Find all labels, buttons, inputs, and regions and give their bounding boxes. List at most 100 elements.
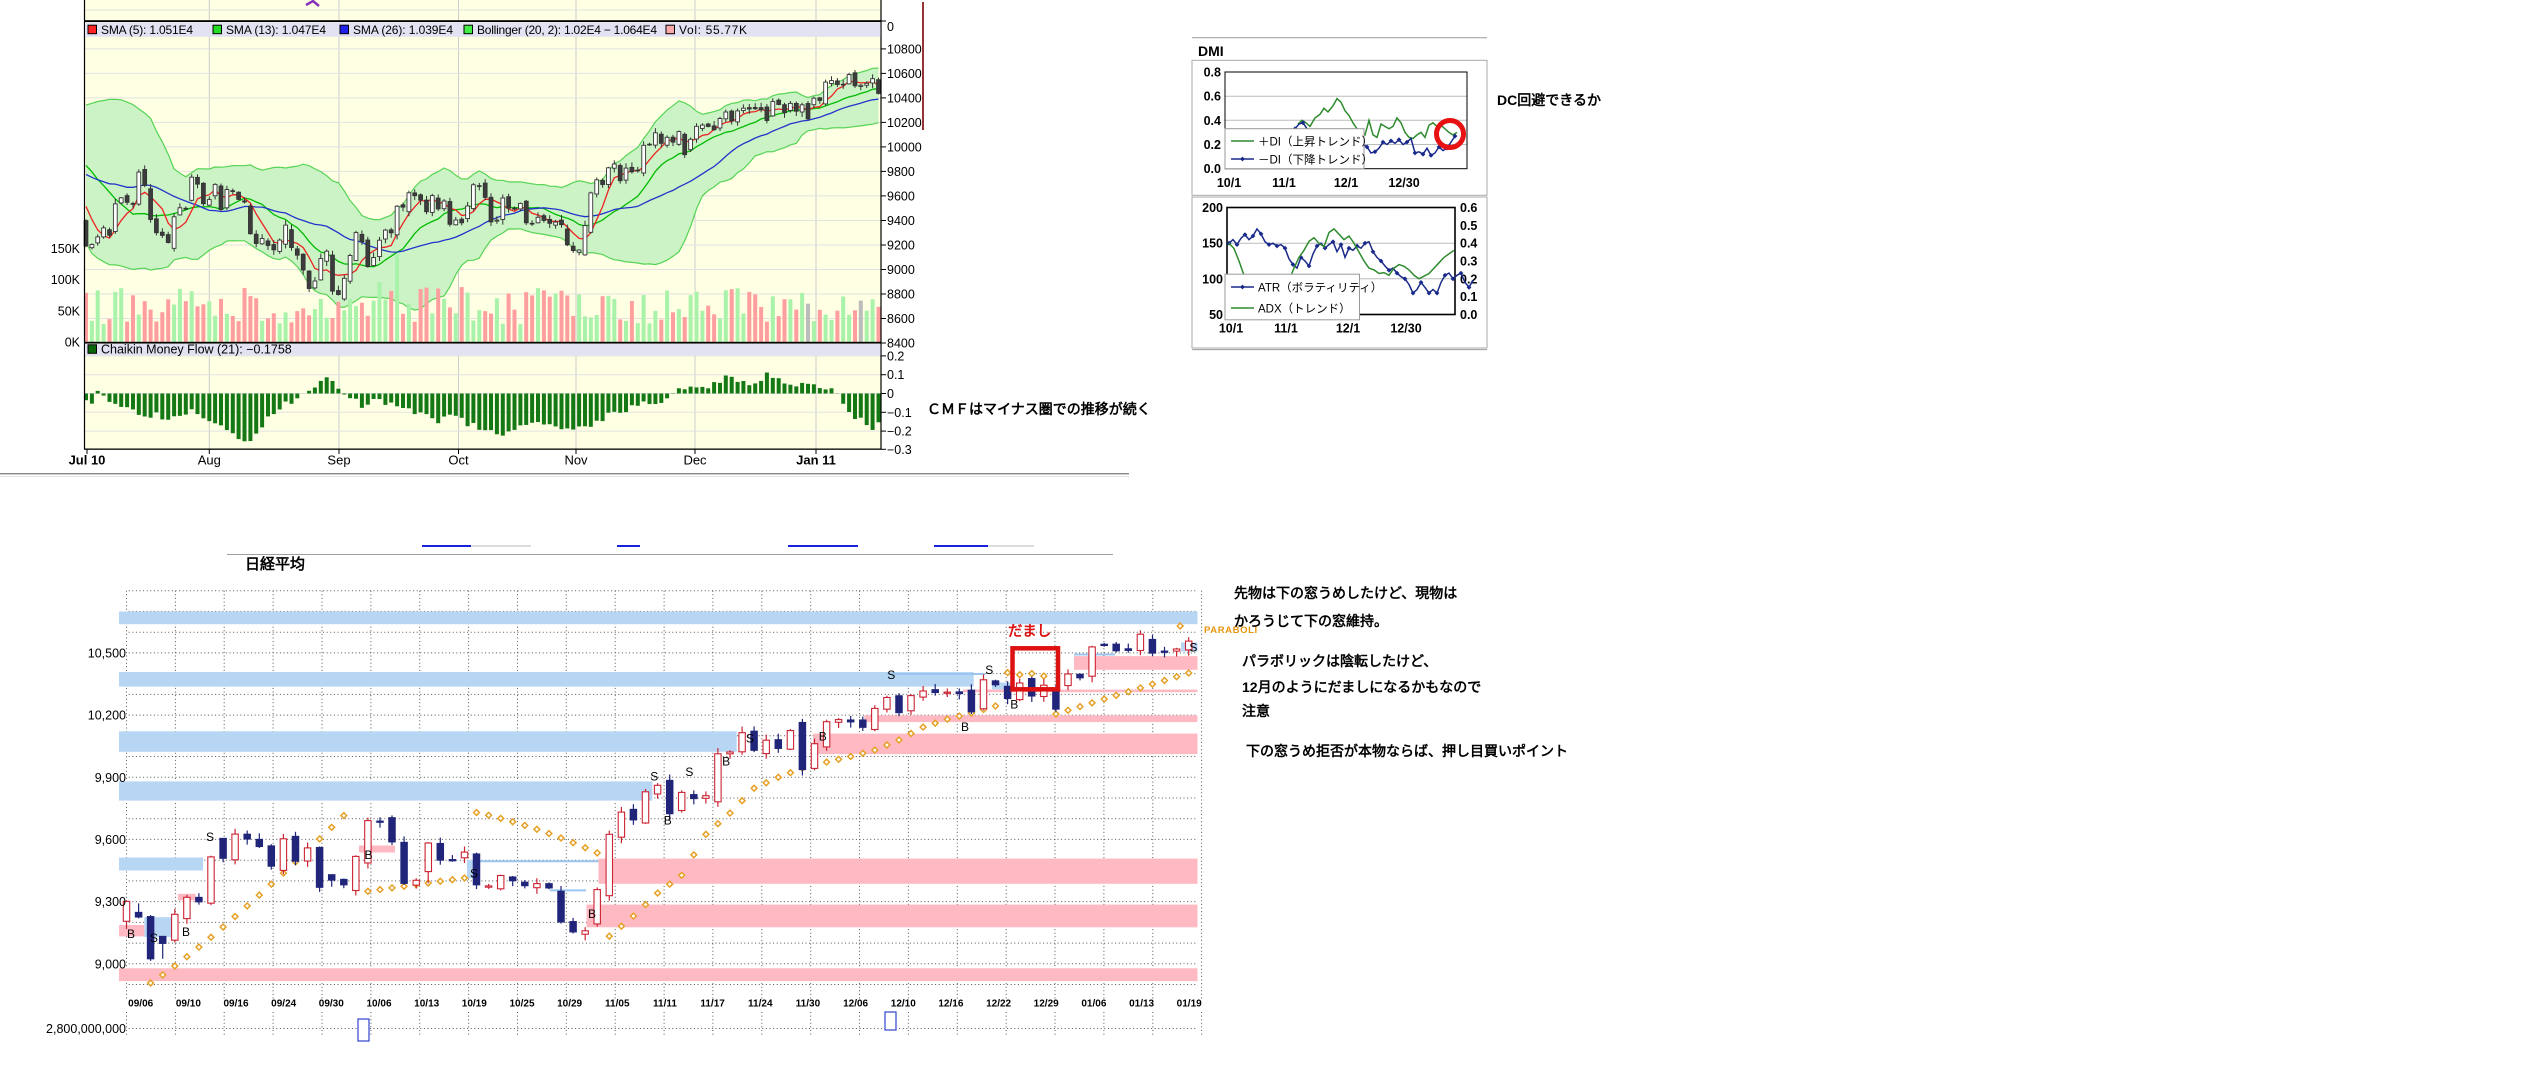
svg-text:11/30: 11/30 xyxy=(796,999,821,1010)
svg-text:12/22: 12/22 xyxy=(986,999,1011,1010)
svg-text:10800: 10800 xyxy=(887,42,922,56)
svg-text:11/1: 11/1 xyxy=(1274,322,1298,336)
svg-text:10/1: 10/1 xyxy=(1217,176,1241,190)
svg-text:Nov: Nov xyxy=(564,453,588,468)
svg-text:B: B xyxy=(722,754,730,768)
svg-text:ADX（トレンド）: ADX（トレンド） xyxy=(1258,303,1351,316)
svg-text:S: S xyxy=(985,663,993,677)
svg-text:09/06: 09/06 xyxy=(128,999,153,1010)
svg-text:Jan 11: Jan 11 xyxy=(796,453,836,468)
svg-text:−0.3: −0.3 xyxy=(887,443,912,457)
svg-text:10/19: 10/19 xyxy=(462,999,487,1010)
svg-text:11/24: 11/24 xyxy=(748,999,773,1010)
svg-text:01/13: 01/13 xyxy=(1129,999,1154,1010)
svg-text:B: B xyxy=(365,848,373,862)
svg-text:8400: 8400 xyxy=(887,337,915,351)
svg-text:9800: 9800 xyxy=(887,165,915,179)
svg-text:0.5: 0.5 xyxy=(1460,219,1477,233)
svg-text:－DI（下降トレンド）: －DI（下降トレンド） xyxy=(1258,153,1373,167)
svg-text:DMI: DMI xyxy=(1198,43,1224,59)
svg-text:9000: 9000 xyxy=(887,263,915,277)
svg-text:S: S xyxy=(470,867,478,881)
svg-text:S: S xyxy=(1189,640,1197,654)
svg-text:0.6: 0.6 xyxy=(1460,201,1477,215)
svg-text:10200: 10200 xyxy=(887,116,922,130)
svg-text:B: B xyxy=(961,720,969,734)
svg-text:12/30: 12/30 xyxy=(1388,176,1419,190)
svg-text:Aug: Aug xyxy=(198,453,221,468)
svg-text:9200: 9200 xyxy=(887,239,915,253)
svg-text:＋DI（上昇トレンド）: ＋DI（上昇トレンド） xyxy=(1258,136,1373,149)
svg-text:10000: 10000 xyxy=(887,140,922,154)
svg-text:10/1: 10/1 xyxy=(1219,322,1243,336)
svg-text:S: S xyxy=(150,931,158,945)
svg-text:09/16: 09/16 xyxy=(223,999,248,1010)
svg-text:11/1: 11/1 xyxy=(1272,176,1296,190)
svg-text:9,300: 9,300 xyxy=(95,895,126,909)
svg-text:Chaikin Money Flow (21): −0.17: Chaikin Money Flow (21): −0.1758 xyxy=(101,343,292,357)
svg-text:Bollinger (20, 2): 1.02E4 − 1.: Bollinger (20, 2): 1.02E4 − 1.064E4 xyxy=(477,23,657,37)
svg-text:9,000: 9,000 xyxy=(95,957,126,971)
svg-text:SMA (26): 1.039E4: SMA (26): 1.039E4 xyxy=(353,23,453,37)
svg-text:0.2: 0.2 xyxy=(887,349,904,363)
svg-text:09/24: 09/24 xyxy=(271,999,296,1010)
svg-text:12/1: 12/1 xyxy=(1336,322,1360,336)
svg-text:01/19: 01/19 xyxy=(1177,999,1202,1010)
svg-text:Jul 10: Jul 10 xyxy=(69,453,106,468)
svg-text:9400: 9400 xyxy=(887,214,915,228)
svg-text:0.2: 0.2 xyxy=(1460,272,1477,286)
svg-text:12/16: 12/16 xyxy=(938,999,963,1010)
svg-text:100: 100 xyxy=(1202,272,1223,286)
svg-text:200: 200 xyxy=(1202,201,1223,215)
svg-text:01/06: 01/06 xyxy=(1081,999,1106,1010)
svg-text:50: 50 xyxy=(1209,308,1223,322)
svg-text:S: S xyxy=(746,732,754,746)
svg-text:0.1: 0.1 xyxy=(887,368,904,382)
svg-text:0.4: 0.4 xyxy=(1460,237,1477,251)
svg-text:S: S xyxy=(685,765,693,779)
svg-text:10400: 10400 xyxy=(887,91,922,105)
svg-text:12/10: 12/10 xyxy=(891,999,916,1010)
svg-text:0.8: 0.8 xyxy=(1204,66,1221,80)
svg-text:10/13: 10/13 xyxy=(414,999,439,1010)
svg-text:0.3: 0.3 xyxy=(1460,255,1477,269)
svg-text:0: 0 xyxy=(887,387,894,401)
svg-text:B: B xyxy=(819,729,827,743)
svg-text:Sep: Sep xyxy=(327,453,350,468)
svg-text:SMA (5): 1.051E4: SMA (5): 1.051E4 xyxy=(101,23,193,37)
svg-text:ATR（ボラティリティ）: ATR（ボラティリティ） xyxy=(1258,282,1382,295)
svg-text:PARABOLI: PARABOLI xyxy=(1204,625,1258,636)
svg-text:B: B xyxy=(182,925,190,939)
svg-text:9,900: 9,900 xyxy=(95,771,126,785)
svg-text:0.1: 0.1 xyxy=(1460,290,1477,304)
svg-text:0.4: 0.4 xyxy=(1204,114,1221,128)
svg-text:9600: 9600 xyxy=(887,189,915,203)
svg-text:100K: 100K xyxy=(51,273,81,287)
svg-text:10/29: 10/29 xyxy=(557,999,582,1010)
svg-text:10,200: 10,200 xyxy=(88,709,126,723)
svg-text:12/30: 12/30 xyxy=(1390,322,1421,336)
svg-text:B: B xyxy=(127,927,135,941)
svg-text:0.6: 0.6 xyxy=(1204,90,1221,104)
svg-text:−0.2: −0.2 xyxy=(887,425,912,439)
svg-text:0.0: 0.0 xyxy=(1460,308,1477,322)
svg-text:S: S xyxy=(887,668,895,682)
svg-text:B: B xyxy=(588,907,596,921)
svg-text:SMA (13): 1.047E4: SMA (13): 1.047E4 xyxy=(226,23,326,37)
svg-text:Dec: Dec xyxy=(683,453,707,468)
svg-text:B: B xyxy=(664,814,672,828)
svg-text:11/17: 11/17 xyxy=(700,999,725,1010)
svg-text:12/29: 12/29 xyxy=(1034,999,1059,1010)
svg-text:10/06: 10/06 xyxy=(366,999,391,1010)
svg-text:S: S xyxy=(206,830,214,844)
svg-text:0.2: 0.2 xyxy=(1204,138,1221,152)
svg-text:B: B xyxy=(1010,697,1018,711)
svg-text:11/11: 11/11 xyxy=(653,999,677,1010)
svg-text:10600: 10600 xyxy=(887,67,922,81)
svg-text:9,600: 9,600 xyxy=(95,833,126,847)
svg-text:2,800,000,000: 2,800,000,000 xyxy=(46,1022,126,1036)
svg-text:0: 0 xyxy=(887,20,894,34)
svg-text:11/05: 11/05 xyxy=(605,999,630,1010)
svg-text:0.0: 0.0 xyxy=(1204,162,1221,176)
svg-text:12/06: 12/06 xyxy=(843,999,868,1010)
